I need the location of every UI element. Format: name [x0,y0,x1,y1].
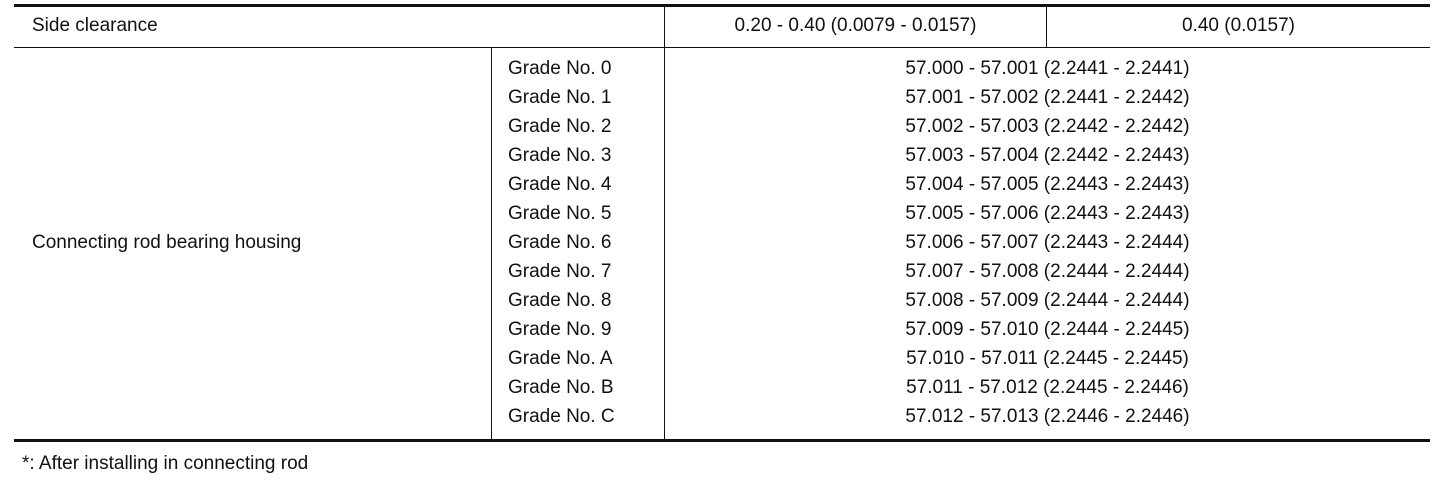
grade-label: Grade No. 4 [508,174,612,195]
grade-label: Grade No. 3 [508,145,612,166]
row-label: Connecting rod bearing housing [32,232,302,253]
column-rule [491,48,492,440]
grade-value: 57.011 - 57.012 (2.2445 - 2.2446) [906,377,1189,398]
table-bottom-rule [14,439,1430,442]
grade-label: Grade No. A [508,348,613,369]
grade-value: 57.003 - 57.004 (2.2442 - 2.2443) [905,145,1190,166]
grade-value: 57.005 - 57.006 (2.2443 - 2.2443) [905,203,1190,224]
grade-label: Grade No. 6 [508,232,612,253]
table-top-rule [14,4,1430,7]
grade-value: 57.006 - 57.007 (2.2443 - 2.2444) [905,232,1190,253]
column-rule [664,7,665,440]
grade-value: 57.012 - 57.013 (2.2446 - 2.2446) [905,406,1190,427]
column-rule [1046,7,1047,48]
grade-value: 57.002 - 57.003 (2.2442 - 2.2442) [905,116,1190,137]
grade-label: Grade No. C [508,406,615,427]
row-label: Side clearance [32,15,158,36]
limit-value: 0.40 (0.0157) [1181,15,1296,36]
grade-value: 57.007 - 57.008 (2.2444 - 2.2444) [905,261,1190,282]
grade-label: Grade No. 0 [508,58,612,79]
grade-value: 57.004 - 57.005 (2.2443 - 2.2443) [905,174,1190,195]
standard-value: 0.20 - 0.40 (0.0079 - 0.0157) [734,15,977,36]
grade-value: 57.010 - 57.011 (2.2445 - 2.2445) [906,348,1189,369]
grade-value: 57.008 - 57.009 (2.2444 - 2.2444) [905,290,1190,311]
footnote: *: After installing in connecting rod [22,453,309,474]
grade-value: 57.001 - 57.002 (2.2441 - 2.2442) [905,87,1190,108]
grade-label: Grade No. 7 [508,261,612,282]
grade-label: Grade No. 1 [508,87,612,108]
grade-label: Grade No. B [508,377,614,398]
grade-label: Grade No. 2 [508,116,612,137]
grade-label: Grade No. 9 [508,319,612,340]
grade-label: Grade No. 5 [508,203,612,224]
row-rule [14,47,1430,48]
grade-label: Grade No. 8 [508,290,612,311]
grade-value: 57.009 - 57.010 (2.2444 - 2.2445) [905,319,1190,340]
grade-value: 57.000 - 57.001 (2.2441 - 2.2441) [905,58,1190,79]
